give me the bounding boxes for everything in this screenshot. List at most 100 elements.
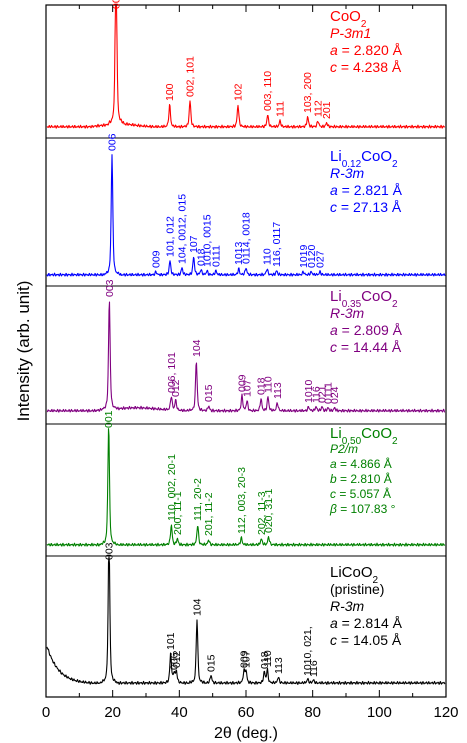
x-axis-label: 2θ (deg.) — [214, 725, 278, 742]
peak-label: 018 — [196, 248, 208, 266]
x-axis: 0 20 40 60 80 100 120 2θ (deg.) — [42, 5, 459, 742]
peak-label: 100 — [164, 83, 176, 101]
xrd-traces — [46, 5, 446, 685]
peak-label: 116 — [311, 386, 323, 403]
peak-label: 006 — [107, 133, 119, 151]
peak-label: 116, 0117 — [271, 222, 283, 267]
panel-info-line: a = 2.821 Å — [330, 182, 403, 198]
peak-label: 107 — [242, 379, 254, 397]
peak-label: 003 — [104, 279, 116, 297]
peak-label: 104 — [191, 339, 203, 357]
peak-label: 0111 — [323, 382, 335, 404]
peak-label: 116 — [308, 660, 320, 677]
peak-label: 202, 11-3 — [256, 491, 268, 535]
peak-label: 006 — [169, 652, 181, 670]
peak-label: 110 — [263, 376, 275, 393]
sample-name: CoO2 — [330, 8, 367, 30]
peak-label: 107 — [241, 650, 253, 668]
peak-label: 103, 200 — [302, 72, 314, 113]
panel-info-line: R-3m — [330, 165, 365, 181]
peak-label: 001 — [103, 410, 115, 428]
peak-label: 200, 11-1 — [172, 491, 184, 535]
panel-info-line: P-3m1 — [330, 25, 371, 41]
peak-label: 112, 003, 20-3 — [236, 467, 248, 534]
peak-label: 201 — [321, 101, 333, 119]
peak-label: 012 — [171, 650, 183, 668]
x-tick-label: 40 — [171, 704, 188, 721]
peak-label: 015 — [206, 654, 218, 672]
panel-info-line: c = 5.057 Å — [330, 486, 391, 501]
xrd-trace — [46, 154, 446, 277]
x-tick-label: 60 — [238, 704, 255, 721]
peak-label: 113 — [272, 382, 284, 399]
x-tick-label: 20 — [104, 704, 121, 721]
peak-label: 0120 — [306, 244, 318, 268]
peak-label: 112 — [313, 100, 325, 117]
peak-label: 102 — [233, 83, 245, 101]
panel-info-line: β = 107.83 ° — [329, 502, 396, 516]
panel-info-line: a = 4.866 Å — [330, 456, 392, 471]
peak-label: 1019 — [298, 244, 310, 268]
peak-label: 113 — [273, 657, 285, 674]
peak-label: 018 — [256, 377, 268, 395]
y-axis-label: Intensity (arb. unit) — [14, 281, 33, 422]
xrd-trace — [46, 5, 446, 129]
sample-name: LiCoO2 — [330, 564, 379, 586]
peak-label: 101, 012 — [165, 216, 177, 257]
peak-label: 110, 002, 20-1 — [166, 454, 178, 521]
peak-label: 009 — [237, 374, 249, 392]
peak-label: 110 — [262, 650, 274, 667]
peak-label: 001 — [111, 0, 123, 9]
panel-info-line: R-3m — [330, 305, 365, 321]
peak-label: 009 — [239, 650, 251, 668]
peak-label: 015 — [203, 384, 215, 402]
sample-name: Li0.35CoO2 — [330, 288, 398, 310]
peak-label: 111, 20-2 — [192, 478, 204, 521]
xrd-trace — [46, 301, 446, 413]
xrd-trace — [46, 556, 446, 685]
panel-info-line: c = 27.13 Å — [330, 199, 402, 215]
peak-label: 018 — [259, 651, 271, 669]
panel-info-line: a = 2.809 Å — [330, 322, 403, 338]
peak-label: 006, 101 — [166, 352, 178, 393]
panel-info-line: R-3m — [330, 598, 365, 614]
x-tick-label: 120 — [433, 704, 458, 721]
peak-label: 009 — [151, 250, 163, 268]
peak-label: 003 — [104, 542, 116, 560]
peak-label: 1013 — [233, 241, 245, 265]
peak-label: 107 — [188, 235, 200, 253]
x-tick-label: 80 — [304, 704, 321, 721]
peak-label: 012 — [170, 379, 182, 397]
peak-label: 027 — [315, 250, 327, 268]
panel-info-line: (pristine) — [330, 581, 384, 597]
panel-info-line: c = 4.238 Å — [330, 59, 402, 75]
peak-label: 104, 0012, 015 — [177, 194, 189, 264]
panel-dividers — [46, 137, 446, 557]
xrd-trace — [46, 428, 446, 547]
peak-label: 1010, 0015 — [202, 214, 214, 267]
panel-info-line: c = 14.05 Å — [330, 632, 402, 648]
panel-info-line: P2/m — [330, 442, 358, 456]
peak-label: 201, 11-2 — [203, 492, 215, 536]
peak-label: 0114, 0018 — [241, 212, 253, 264]
peak-label: 020, 31-1 — [263, 488, 275, 533]
peak-label: 104 — [192, 598, 204, 616]
peak-label: 024 — [329, 386, 341, 404]
peak-label: 002, 101 — [185, 56, 197, 97]
peak-label: 1010 — [303, 379, 315, 403]
sample-name: Li0.50CoO2 — [330, 425, 398, 447]
peak-label: 110 — [262, 248, 274, 265]
panel-info-line: b = 2.810 Å — [330, 471, 392, 486]
x-tick-label: 0 — [42, 704, 50, 721]
sample-name: Li0.12CoO2 — [330, 148, 398, 170]
peak-label: 1010, 021, — [302, 626, 314, 676]
x-tick-label: 100 — [367, 704, 392, 721]
panel-info-line: c = 14.44 Å — [330, 339, 402, 355]
peak-label: 101 — [165, 632, 177, 650]
peak-label: 003, 110 — [262, 71, 274, 111]
panel-info-line: a = 2.814 Å — [330, 615, 403, 631]
peak-label: 0111 — [211, 245, 223, 267]
